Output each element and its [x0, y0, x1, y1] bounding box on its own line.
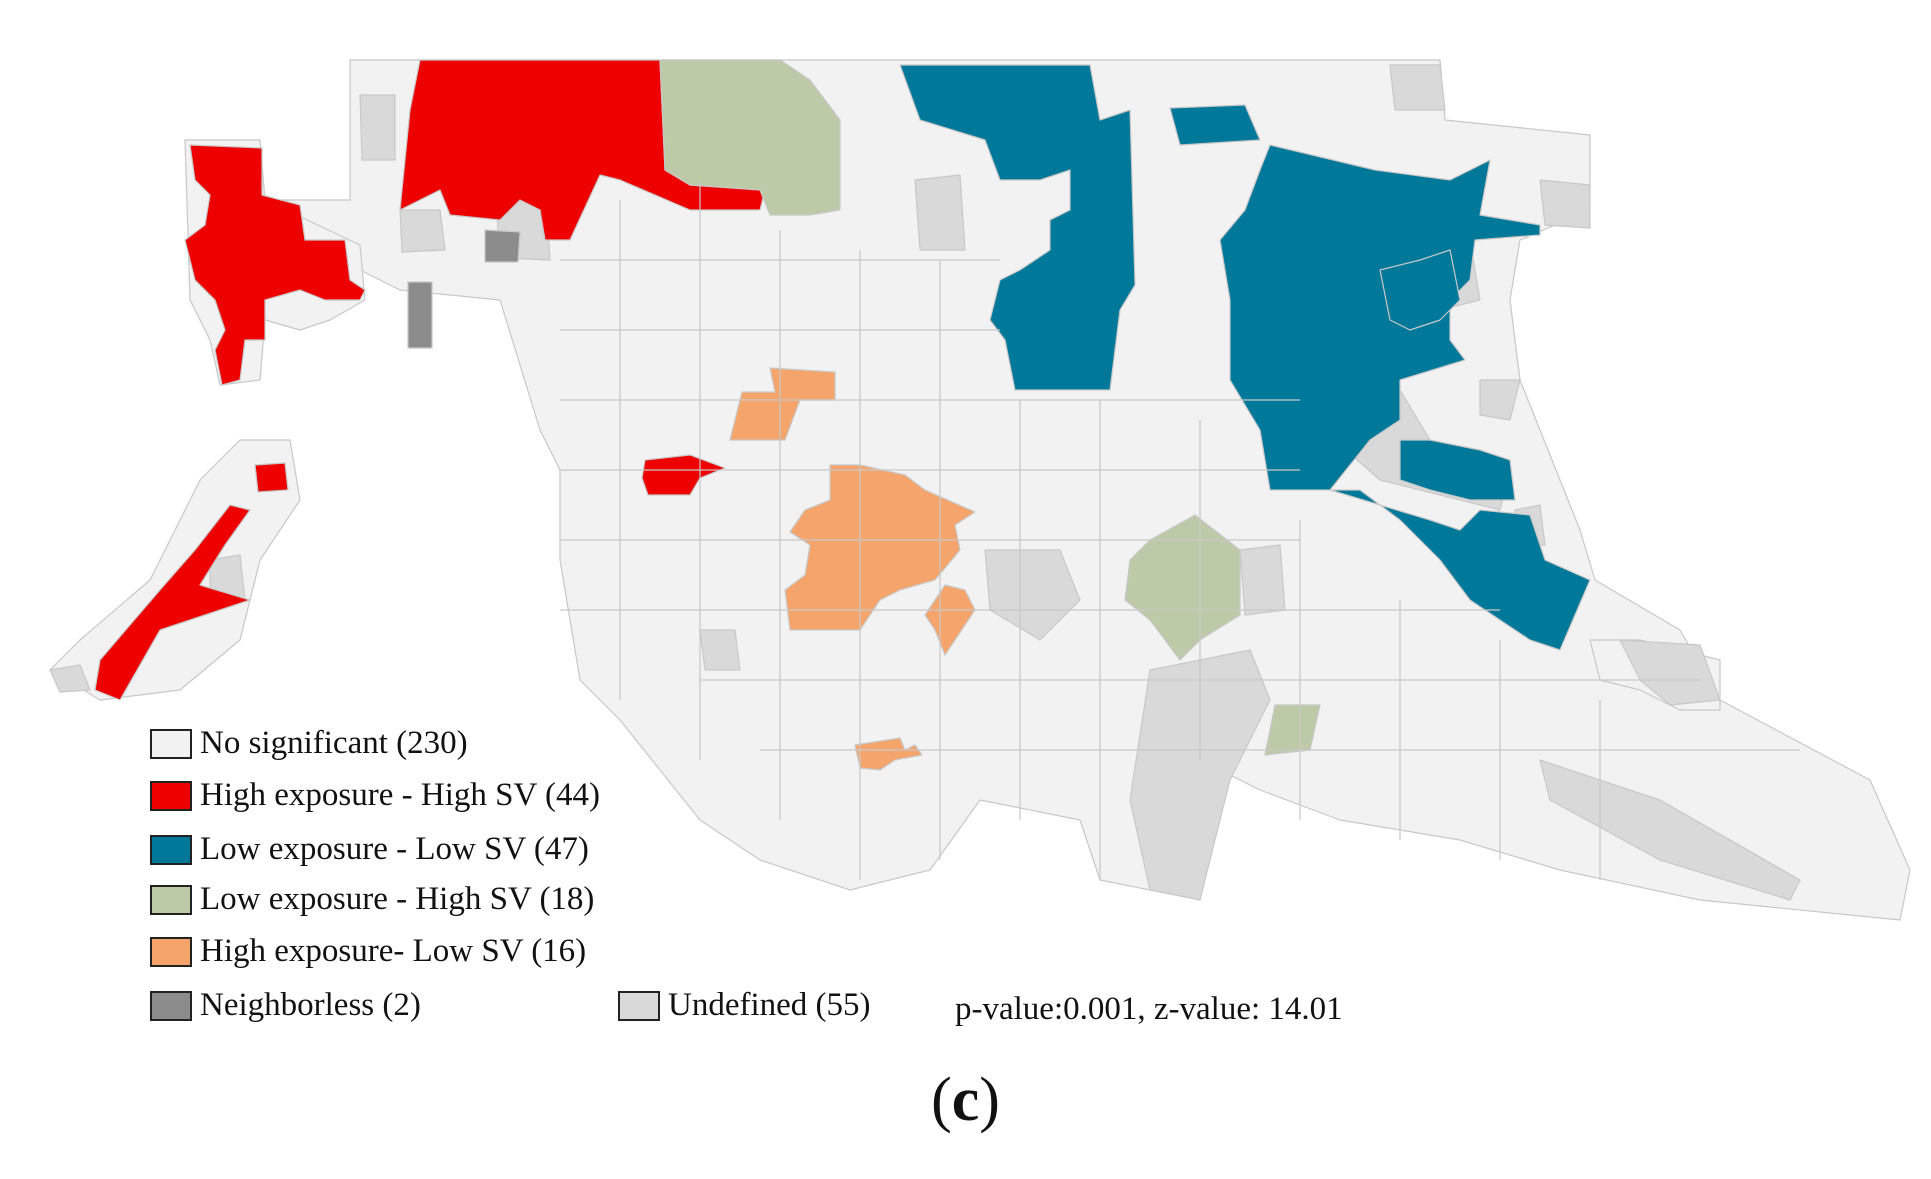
undefined-area [49, 664, 91, 693]
undefined-area [984, 549, 1081, 641]
low-low-area-east-band [1399, 439, 1516, 501]
neighborless-area [484, 229, 521, 263]
undefined-area [914, 174, 966, 251]
high-high-area-west [184, 144, 366, 386]
legend-swatch-high-exposure-high-sv [150, 780, 192, 811]
legend-label: Low exposure - High SV (18) [200, 881, 595, 917]
legend-item-neighborless: Neighborless (2) [150, 987, 421, 1024]
legend-label: Low exposure - Low SV (47) [200, 831, 589, 867]
low-high-area-center [1124, 514, 1241, 661]
legend-item-low-exposure-low-sv: Low exposure - Low SV (47) [150, 831, 589, 868]
legend-item-no-significant: No significant (230) [150, 725, 468, 762]
legend-label: Neighborless (2) [200, 987, 421, 1023]
undefined-area [1539, 759, 1801, 901]
undefined-area [1539, 179, 1591, 229]
legend-item-undefined: Undefined (55) [618, 987, 871, 1024]
undefined-area [1129, 649, 1271, 901]
high-high-area-southwest [94, 504, 251, 701]
high-exposure-high-sv-areas [94, 59, 766, 701]
tract-line [560, 180, 1800, 880]
undefined-area [1239, 544, 1286, 616]
low-low-area-east [1219, 144, 1591, 651]
legend-label: Undefined (55) [668, 987, 871, 1023]
legend-swatch-high-exposure-low-sv [150, 936, 192, 967]
high-low-area-center [784, 464, 976, 631]
base-region-southwest [49, 439, 301, 701]
high-low-area-small-east [924, 584, 976, 656]
caption-open-paren: ( [931, 1066, 952, 1134]
tract-boundaries [560, 180, 1800, 880]
legend-item-low-exposure-high-sv: Low exposure - High SV (18) [150, 881, 594, 918]
cluster-map [49, 59, 1911, 921]
low-high-area-north [659, 59, 841, 216]
legend-swatch-undefined [618, 990, 660, 1021]
legend-label: No significant (230) [200, 725, 468, 761]
undefined-area [399, 209, 446, 253]
low-low-area-north [899, 64, 1136, 391]
low-low-area-northeast [1169, 104, 1261, 146]
low-low-area-east-inner [1379, 249, 1461, 331]
undefined-area [699, 629, 741, 671]
high-high-area-center [641, 454, 726, 496]
low-exposure-low-sv-areas [899, 64, 1591, 651]
high-low-area-south [854, 737, 923, 771]
undefined-area [1619, 639, 1721, 706]
legend-swatch-neighborless [150, 990, 192, 1021]
caption-close-paren: ) [979, 1066, 1000, 1134]
high-low-area-north [729, 367, 836, 441]
legend: No significant (230) High exposure - Hig… [150, 725, 1450, 1035]
undefined-area [1479, 379, 1521, 421]
neighborless-areas [407, 229, 521, 349]
high-high-area-small [254, 462, 289, 493]
base-region-north [279, 59, 1911, 921]
figure-caption: (c) [0, 1065, 1931, 1136]
low-exposure-high-sv-areas [659, 59, 1321, 756]
caption-letter: c [951, 1066, 980, 1134]
neighborless-area [407, 281, 433, 349]
undefined-area [1389, 64, 1446, 111]
legend-swatch-low-exposure-high-sv [150, 884, 192, 915]
legend-label: High exposure- Low SV (16) [200, 933, 587, 969]
statistics-text: p-value:0.001, z-value: 14.01 [955, 991, 1343, 1027]
legend-swatch-no-significant [150, 728, 192, 759]
legend-swatch-low-exposure-low-sv [150, 834, 192, 865]
legend-label: High exposure - High SV (44) [200, 777, 600, 813]
legend-item-high-exposure-high-sv: High exposure - High SV (44) [150, 777, 600, 814]
legend-item-high-exposure-low-sv: High exposure- Low SV (16) [150, 933, 586, 970]
high-exposure-low-sv-areas [729, 367, 976, 771]
undefined-area [359, 94, 396, 161]
